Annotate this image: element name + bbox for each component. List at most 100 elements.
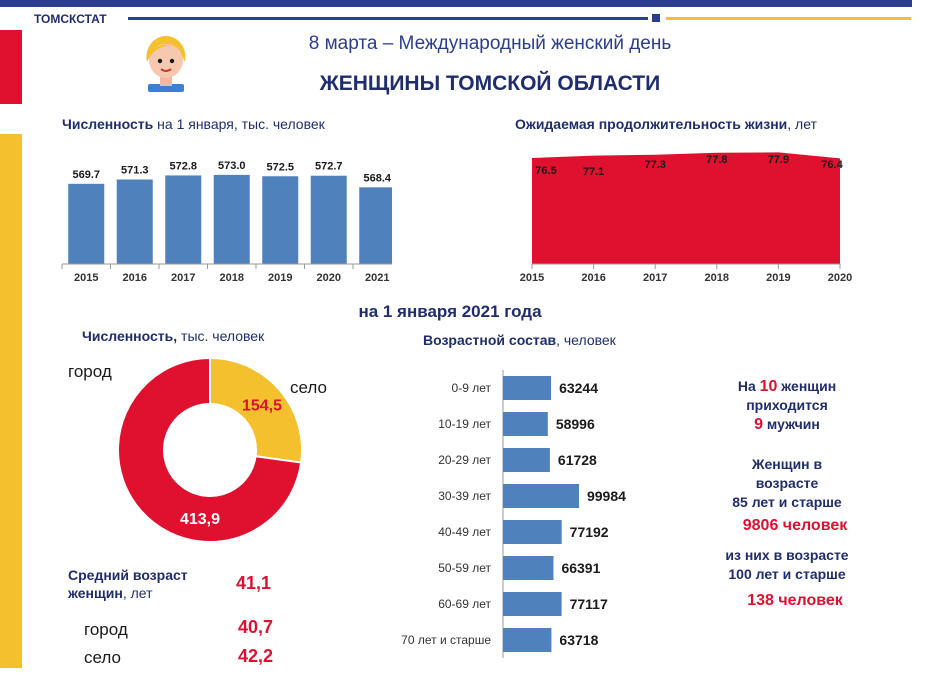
header-line-gold [666,17,911,20]
centenarian-fact: из них в возрасте 100 лет и старше [692,546,882,584]
org-name: ТОМСКСТАТ [34,12,107,26]
population-bar-chart: 569.7 2015 571.3 2016 572.8 2017 573.0 2018 572.… [61,160,392,284]
life-year-label: 2019 [766,272,790,284]
age-category-label: 50-59 лет [438,561,491,575]
age-category-label: 60-69 лет [438,597,491,611]
ratio-pre: На [737,378,760,394]
centenarian-value: 138 человек [747,592,843,609]
population-value-label: 568.4 [363,172,391,184]
donut-legend-rural: село [290,378,327,397]
donut-slice-rural [209,356,303,464]
ratio-mid: женщин [777,378,837,394]
population-value-label: 572.5 [266,161,294,173]
life-title-rest: , лет [787,116,817,132]
age-value-label: 58996 [556,416,595,432]
age-bar [503,448,550,472]
life-value-label: 77.1 [583,166,604,178]
population-title-bold: Численность [62,116,154,132]
age-value-label: 66391 [561,560,600,576]
population-year-label: 2015 [74,272,98,284]
life-year-label: 2017 [643,272,667,284]
age-value-label: 61728 [558,452,597,468]
avg-age-title-bold: Средний возраст женщин [68,567,188,601]
age-title-rest: , человек [556,332,616,348]
age-category-label: 30-39 лет [438,489,491,503]
population-year-label: 2020 [317,272,341,284]
population-year-label: 2017 [171,272,195,284]
elderly-value: 9806 человек [742,517,848,534]
urban-rural-donut-chart: 154,5 413,9 [117,356,303,543]
population-value-label: 569.7 [72,169,100,181]
age-value-label: 77192 [570,524,609,540]
life-value-label: 76.5 [535,165,556,177]
avg-age-city-value: 40,7 [238,617,274,637]
population-bar-2015 [68,183,105,264]
donut-value-label: 413,9 [180,511,220,528]
age-title-bold: Возрастной состав [423,332,557,348]
population-year-label: 2016 [123,272,147,284]
population-chart-title: Численность на 1 января, тыс. человек [62,116,325,132]
age-category-label: 40-49 лет [438,525,491,539]
population-value-label: 571.3 [121,164,149,176]
life-value-label: 76.4 [821,159,843,171]
elderly-line3: 85 лет и старше [732,494,842,510]
life-value-label: 77.3 [644,159,665,171]
age-bar [503,376,552,400]
age-category-label: 10-19 лет [438,417,491,431]
life-year-label: 2015 [520,272,544,284]
population-bar-2020 [310,175,347,264]
population-bar-2021 [359,187,392,264]
ratio-line2: приходится [746,397,828,413]
avg-age-title-rest: , лет [122,585,153,601]
page-subtitle: 8 марта – Международный женский день [308,33,672,54]
elderly-line1: Женщин в [751,456,823,472]
age-category-label: 70 лет и старше [401,633,491,647]
donut-legend-city: город [68,362,112,381]
ratio-women: 10 [759,378,778,395]
age-value-label: 63244 [559,380,598,396]
population-bar-2019 [262,176,299,264]
life-value-label: 77.9 [768,154,789,166]
population-bar-2018 [213,174,250,264]
header-square [652,14,660,22]
age-chart-title: Возрастной состав, человек [423,332,616,348]
avg-age-city-label: город [84,620,128,639]
population-year-label: 2019 [268,272,292,284]
age-value-label: 77117 [570,596,608,612]
age-bar [503,484,579,508]
population-value-label: 572.8 [169,160,197,172]
age-category-label: 0-9 лет [452,381,492,395]
donut-title-rest: тыс. человек [177,328,265,344]
age-value-label: 99984 [587,488,626,504]
elderly-fact: Женщин в возрасте 85 лет и старше [692,455,882,512]
life-value-label: 77.8 [706,154,727,166]
donut-value-label: 154,5 [242,398,282,415]
population-year-label: 2021 [365,272,389,284]
life-year-label: 2018 [705,272,729,284]
side-stripe-red [0,30,22,104]
donut-slice-city [117,356,303,543]
ratio-post: мужчин [763,416,820,432]
avg-age-value: 41,1 [236,573,272,593]
top-bar [0,0,912,7]
donut-title-bold: Численность, [82,328,178,344]
life-chart-title: Ожидаемая продолжительность жизни, лет [515,116,817,132]
population-title-rest: на 1 января, тыс. человек [153,116,325,132]
population-value-label: 573.0 [218,160,246,172]
avg-age-rural-label: село [84,648,121,667]
population-year-label: 2018 [220,272,244,284]
age-bar [503,556,554,580]
population-bar-2017 [165,175,202,264]
ratio-men: 9 [754,416,764,433]
side-stripe-gold [0,134,22,668]
age-structure-bar-chart: 0-9 лет 63244 10-19 лет 58996 20-29 лет 61728… [401,370,626,658]
population-bar-2016 [116,179,153,264]
centenarian-line2: 100 лет и старше [728,566,846,582]
life-title-bold: Ожидаемая продолжительность жизни [515,116,788,132]
age-bar [503,412,548,436]
gender-ratio-fact: На 10 женщин приходится 9 мужчин [692,377,882,434]
life-expectancy-area-chart: 2015 76.5 2016 77.1 2017 77.3 2018 77.8 2019 77.9… [520,152,852,284]
header-line-navy [128,17,648,20]
woman-avatar-icon [146,36,186,92]
date-heading: на 1 января 2021 года [358,302,542,321]
